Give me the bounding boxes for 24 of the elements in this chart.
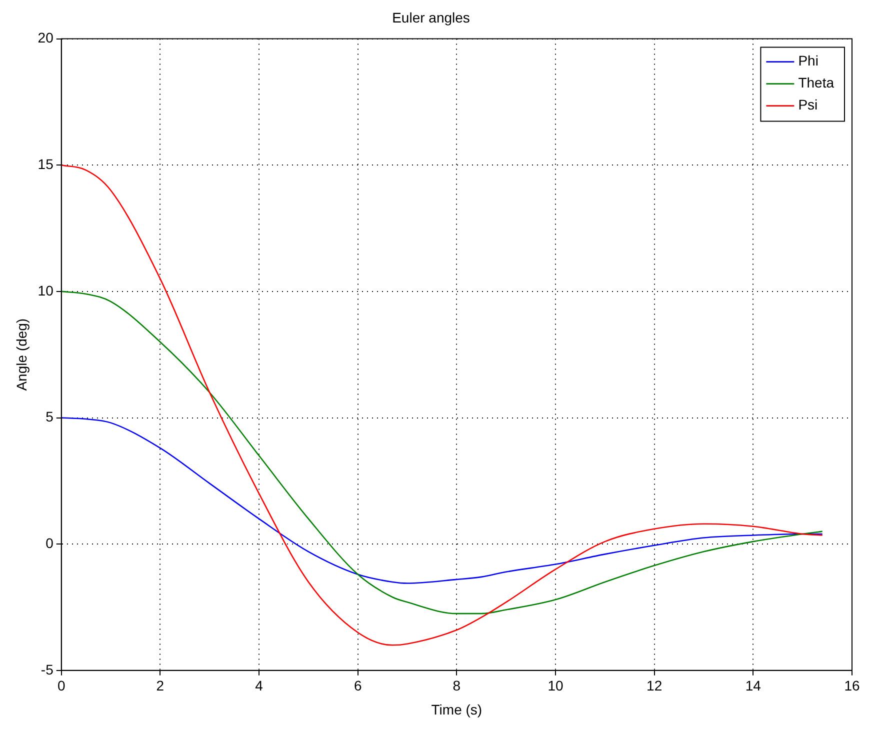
- line-series: [61, 164, 823, 646]
- y-tick-label: 10: [38, 282, 54, 298]
- x-tick-label: 8: [452, 678, 461, 694]
- x-tick-label: 4: [255, 678, 264, 694]
- legend-label: Phi: [798, 52, 818, 69]
- x-tick-label: 10: [548, 678, 564, 694]
- x-axis-title: Time (s): [431, 701, 482, 718]
- line-series: [61, 417, 823, 584]
- line-series: [61, 290, 823, 614]
- x-tick-label: 6: [354, 678, 362, 694]
- x-tick-label: 16: [844, 678, 860, 694]
- x-tick-label: 14: [745, 678, 762, 694]
- x-tick-label: 0: [57, 678, 66, 694]
- x-tick-label: 12: [646, 678, 662, 694]
- y-tick-label: -5: [40, 661, 54, 678]
- y-tick-label: 5: [46, 408, 54, 425]
- x-tick-label: 2: [156, 678, 164, 694]
- legend-label: Theta: [798, 74, 834, 91]
- y-tick-label: 0: [46, 534, 54, 551]
- y-tick-label: 15: [38, 156, 54, 172]
- chart-title: Euler angles: [392, 9, 470, 26]
- legend-label: Psi: [798, 96, 818, 113]
- y-axis-title: Angle (deg): [13, 318, 30, 391]
- y-tick-label: 20: [38, 30, 54, 46]
